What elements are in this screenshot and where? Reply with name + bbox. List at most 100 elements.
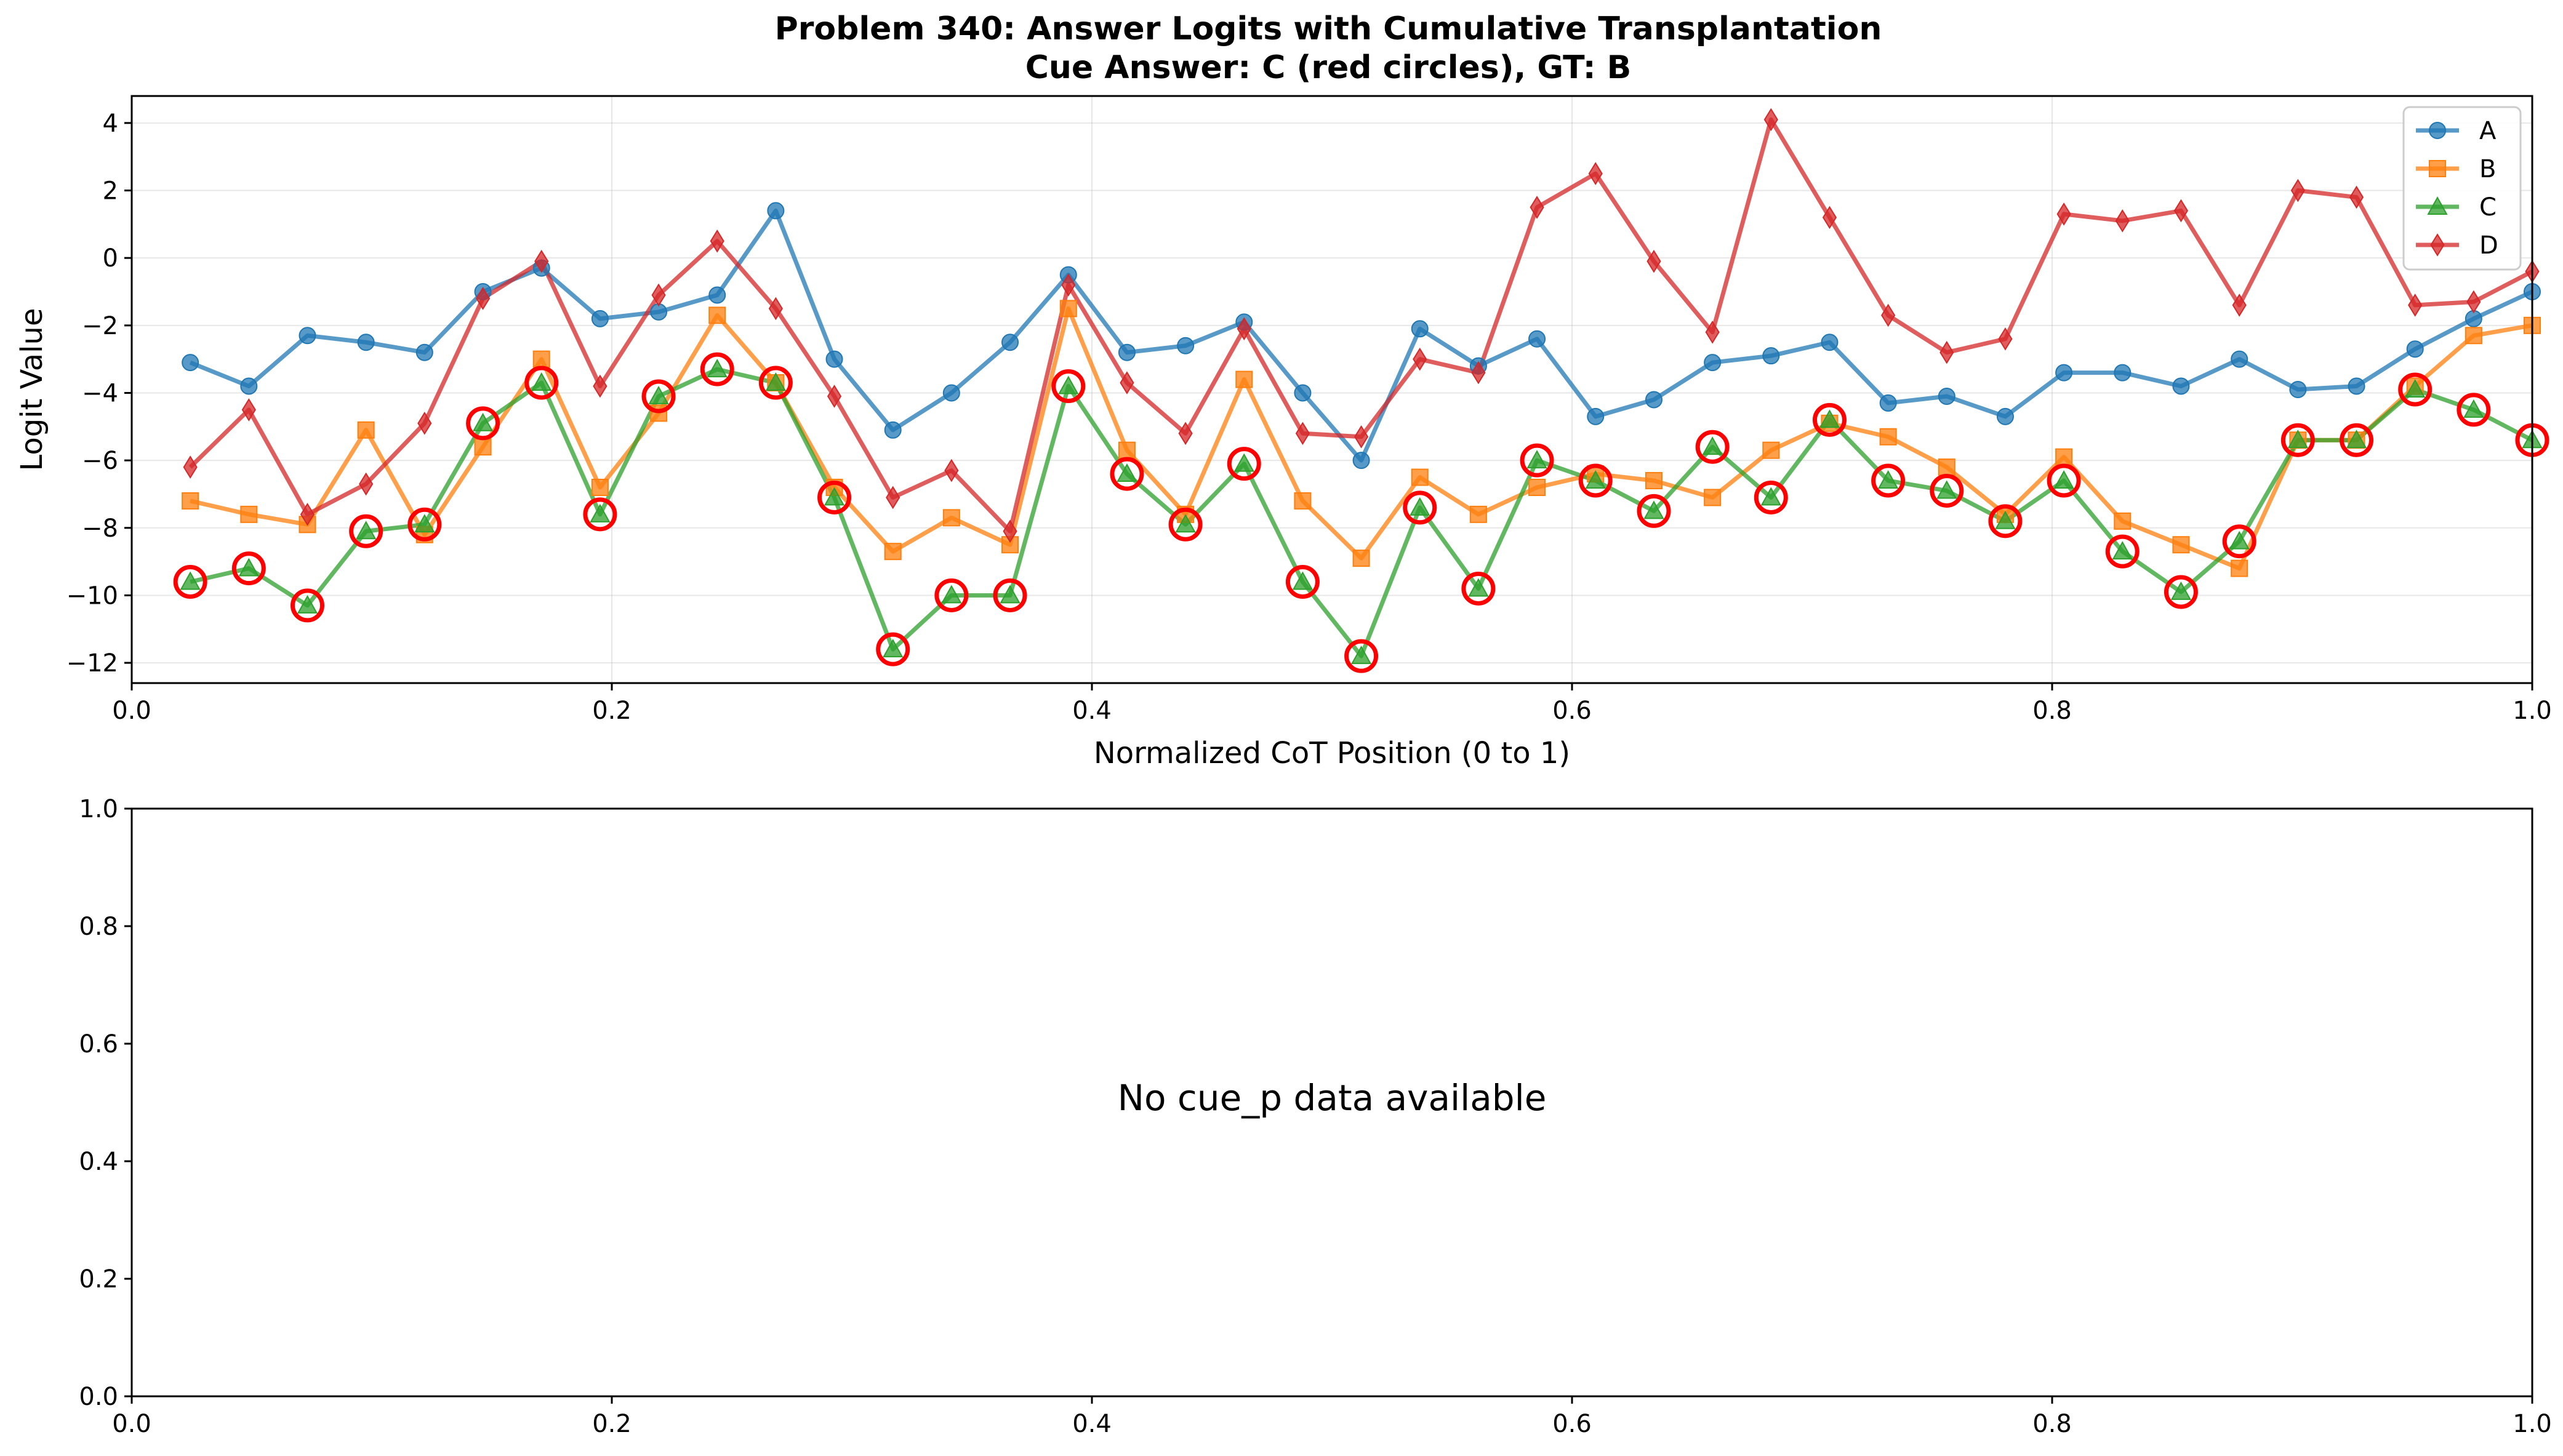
series-a-point (708, 286, 726, 304)
series-b-point (1469, 505, 1487, 523)
cue-highlight-circle (1227, 447, 1261, 481)
series-b-point (357, 421, 375, 439)
series-b-point (942, 509, 960, 527)
series-c-point (1350, 646, 1372, 665)
cue-highlight-circle (1168, 507, 1203, 542)
series-b-point (1001, 536, 1019, 554)
x-tick-label: 1.0 (2513, 697, 2552, 725)
series-d-point (1705, 320, 1720, 344)
cue-highlight-circle (1578, 463, 1613, 498)
no-data-message: No cue_p data available (1118, 1077, 1547, 1119)
series-d-point (1530, 196, 1544, 219)
series-d-point (1588, 162, 1603, 185)
series-d-point (241, 398, 256, 422)
series-b-point (474, 438, 492, 456)
cue-highlight-circle (1930, 473, 1964, 508)
y-tick-label: −4 (82, 379, 118, 407)
y-tick-label: 0.6 (79, 1030, 118, 1058)
y-tick-label: −2 (82, 312, 118, 340)
cue-highlight-circle (407, 507, 442, 542)
series-a-point (1587, 407, 1605, 425)
cue-highlight-circle (583, 497, 617, 532)
series-a-point (1001, 334, 1019, 351)
series-a-point (1704, 354, 1722, 372)
series-b-point (1411, 468, 1429, 486)
series-a-point (1645, 391, 1663, 409)
series-b-point (1879, 428, 1897, 446)
series-d-point (886, 486, 900, 510)
series-d-point (2466, 290, 2481, 314)
series-d-point (534, 249, 549, 273)
series-c-point (1410, 497, 1430, 516)
series-a-point (2348, 377, 2365, 395)
y-tick-label: 4 (103, 110, 118, 138)
series-c-point (2287, 430, 2309, 449)
y-tick-label: 0.4 (79, 1148, 118, 1176)
x-tick-label: 0.2 (592, 697, 632, 725)
series-a-point (1528, 330, 1546, 348)
cue-highlight-circle (934, 578, 969, 612)
series-a-point (591, 310, 609, 327)
series-a-point (1762, 347, 1780, 365)
cue-highlight-circle (876, 632, 910, 666)
series-d-point (1939, 340, 1954, 364)
cue-highlight-circle (466, 406, 500, 441)
series-a-point (2406, 340, 2424, 358)
series-b-point (240, 505, 258, 523)
x-tick-label: 0.8 (2032, 697, 2072, 725)
cue-highlight-circle (1285, 565, 1320, 599)
series-c-point (1936, 480, 1957, 499)
x-tick-label: 1.0 (2513, 1410, 2552, 1438)
series-d-point (2408, 294, 2423, 317)
series-b-point (1762, 441, 1780, 459)
cue-p-plot: 0.0 0.2 0.4 0.6 0.8 1.0 0.0 0.2 0.4 0.6 0.8 1.0 No… (79, 795, 2551, 1438)
series-d-point (944, 458, 959, 482)
series-c-point (1819, 409, 1840, 428)
y-tick-label: 2 (103, 177, 118, 206)
cue-highlight-circle (1637, 494, 1671, 528)
series-b-point (2055, 448, 2073, 466)
cue-highlight-circle (2280, 423, 2315, 457)
series-c-point (1175, 514, 1196, 533)
series-c-point (1877, 470, 1899, 489)
legend-box (2402, 106, 2522, 271)
series-a-point (2114, 364, 2132, 382)
series-b-point (1352, 550, 1370, 567)
cue-highlight-circle (1988, 504, 2023, 538)
cue-p-x-ticks: 0.0 0.2 0.4 0.6 0.8 1.0 (112, 1396, 2552, 1438)
series-d-point (1881, 303, 1896, 327)
chart-title: Problem 340: Answer Logits with Cumulati… (775, 10, 1882, 47)
cue-highlight-circle (2340, 423, 2374, 457)
series-c-point (707, 359, 728, 378)
series-c-point (1058, 375, 1079, 394)
cue-highlight-circles (173, 352, 2549, 673)
series-d-point (183, 455, 198, 479)
cue-highlight-circle (173, 565, 207, 599)
cue-highlight-circle (817, 480, 852, 514)
cue-highlight-circle (1051, 369, 1086, 404)
series-b-point (2465, 327, 2482, 345)
legend-d-label: D (2479, 231, 2498, 260)
cue-highlight-circle (1520, 443, 1554, 478)
series-d-point (300, 503, 315, 526)
series-b-point (1704, 489, 1722, 506)
series-a-point (1294, 384, 1312, 402)
y-tick-label: 0.8 (79, 913, 118, 941)
logits-plot: 0.0 0.2 0.4 0.6 0.8 1.0 −12 −10 −8 −6 −4 −2 0 2 4 Nor… (15, 95, 2552, 770)
series-a-point (884, 421, 902, 439)
series-b-point (1528, 479, 1546, 496)
cue-highlight-circle (231, 551, 266, 586)
series-c-point (2170, 581, 2192, 600)
x-tick-label: 0.6 (1552, 1410, 1592, 1438)
series-b-point (2172, 536, 2190, 554)
cue-highlight-circle (290, 588, 324, 623)
series-c-point (414, 514, 435, 533)
series-d-point (475, 287, 491, 310)
chart-subtitle: Cue Answer: C (red circles), GT: B (1025, 49, 1632, 86)
series-d-point (1354, 425, 1369, 449)
series-c-point (590, 503, 611, 522)
series-a-point (1411, 320, 1429, 338)
